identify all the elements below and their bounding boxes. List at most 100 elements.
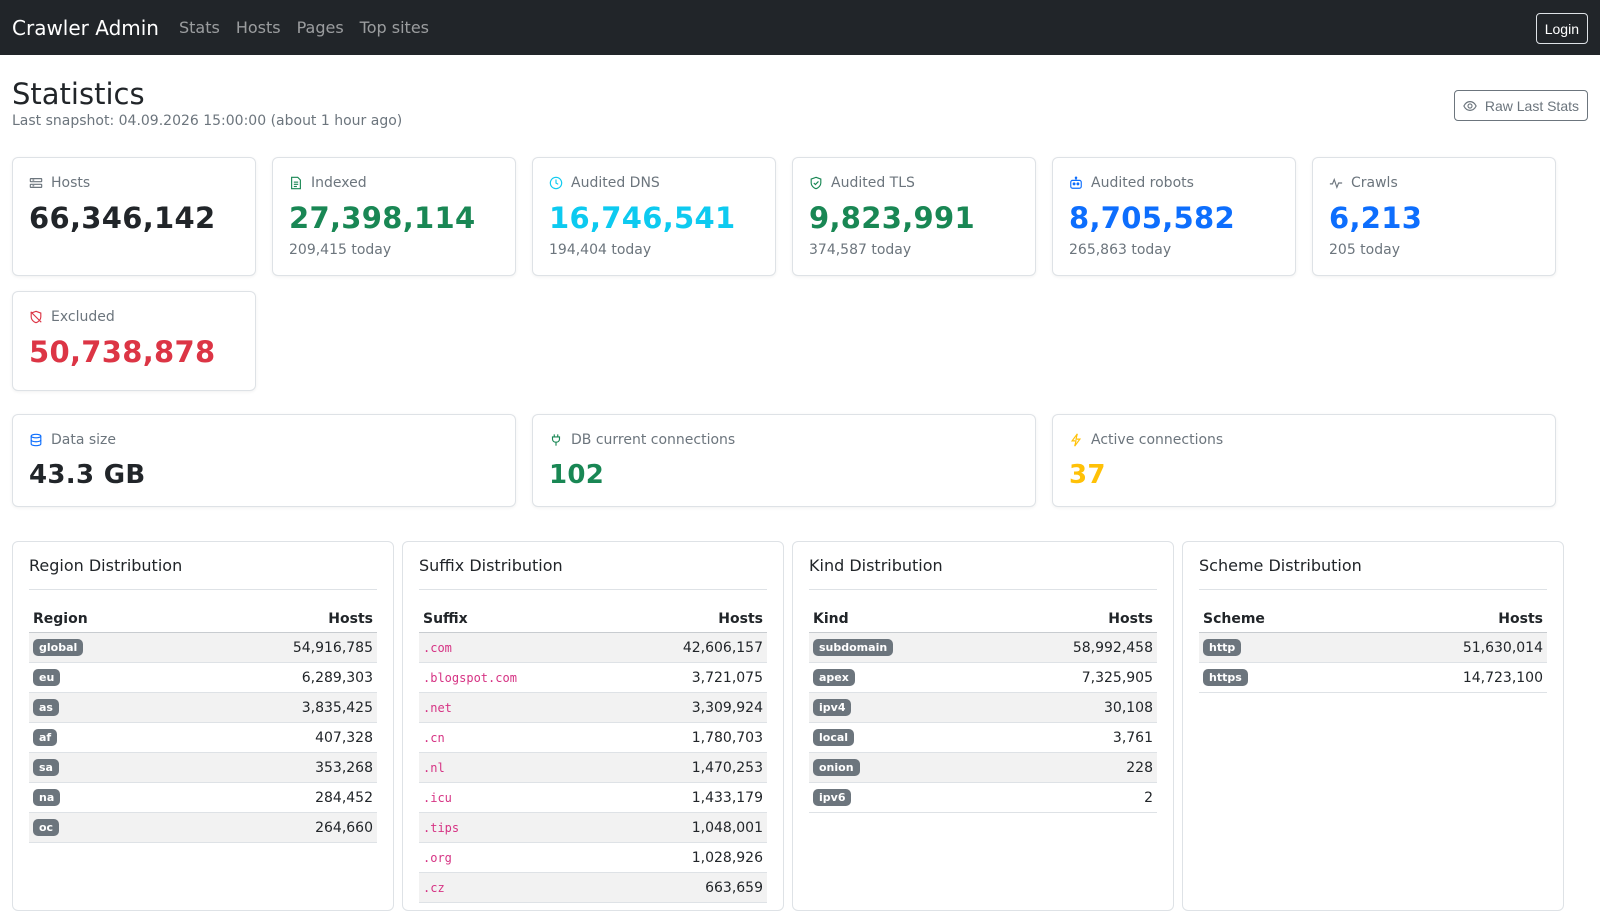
column-header[interactable]: Hosts	[173, 604, 377, 633]
nav-link-pages[interactable]: Pages	[296, 18, 344, 37]
stat-card-crawls: Crawls 6,213 205 today	[1312, 157, 1556, 276]
nav-link-stats[interactable]: Stats	[178, 18, 220, 37]
key-cell: subdomain	[809, 632, 983, 663]
column-header[interactable]: Region	[29, 604, 174, 633]
region-badge: af	[33, 729, 58, 746]
region-badge: na	[33, 789, 61, 806]
top-navbar: Crawler Admin Stats Hosts Pages Top site…	[0, 0, 1600, 55]
key-cell: global	[29, 632, 174, 663]
hosts-cell: 228	[983, 752, 1157, 783]
hosts-cell: 51,630,014	[1352, 632, 1547, 663]
key-cell: .tips	[419, 812, 606, 843]
table-row: sa 353,268	[29, 752, 377, 783]
server-icon	[29, 176, 43, 190]
raw-last-stats-button[interactable]: Raw Last Stats	[1453, 90, 1588, 121]
stat-label-row: Data size	[29, 431, 499, 449]
key-cell: as	[29, 692, 174, 723]
suffix-code: .tips	[423, 820, 460, 835]
table-row: na 284,452	[29, 782, 377, 813]
key-cell: http	[1199, 632, 1353, 663]
hosts-cell: 663,659	[605, 872, 767, 903]
region-table: Region Hosts global 54,916,785 eu 6,289,303 as…	[29, 604, 377, 843]
column-header[interactable]: Scheme	[1199, 604, 1353, 633]
region-badge: eu	[33, 669, 61, 686]
stat-value: 37	[1069, 460, 1106, 490]
column-header[interactable]: Suffix	[419, 604, 606, 633]
hosts-cell: 42,606,157	[605, 632, 767, 663]
table-header-row: Region Hosts	[29, 604, 377, 633]
stat-label-row: Indexed	[289, 174, 499, 192]
system-card-active-connections: Active connections 37	[1052, 414, 1556, 507]
key-cell: eu	[29, 662, 174, 693]
stat-label: Excluded	[51, 309, 115, 325]
stat-label-row: Audited robots	[1069, 174, 1279, 192]
nav-link-top-sites[interactable]: Top sites	[359, 18, 429, 37]
clock-icon	[549, 176, 563, 190]
card-title: Kind Distribution	[809, 556, 1157, 590]
raw-last-stats-label: Raw Last Stats	[1484, 97, 1579, 114]
stat-label: Audited robots	[1091, 175, 1194, 191]
stat-label: Crawls	[1351, 175, 1398, 191]
stat-value: 9,823,991	[809, 201, 975, 235]
key-cell: na	[29, 782, 174, 813]
robot-icon	[1069, 176, 1083, 190]
column-header[interactable]: Hosts	[983, 604, 1157, 633]
key-cell: .icu	[419, 782, 606, 813]
hosts-cell: 3,721,075	[605, 662, 767, 693]
suffix-code: .icu	[423, 790, 452, 805]
suffix-code: .cn	[423, 730, 445, 745]
stat-today: 205 today	[1329, 242, 1400, 258]
stat-label: DB current connections	[571, 432, 736, 448]
stat-label: Data size	[51, 432, 117, 448]
kind-badge: subdomain	[813, 639, 894, 656]
suffix-code: .nl	[423, 760, 445, 775]
table-row: https 14,723,100	[1199, 662, 1547, 693]
kind-table: Kind Hosts subdomain 58,992,458 apex 7,325,90…	[809, 604, 1157, 813]
column-header[interactable]: Hosts	[605, 604, 767, 633]
suffix-distribution-card: Suffix Distribution Suffix Hosts .com 42,606…	[402, 541, 784, 911]
table-row: .net 3,309,924	[419, 692, 767, 723]
stat-label-row: Excluded	[29, 308, 239, 326]
table-row: oc 264,660	[29, 812, 377, 843]
column-header[interactable]: Hosts	[1352, 604, 1547, 633]
table-row: .blogspot.com 3,721,075	[419, 662, 767, 693]
hosts-cell: 1,048,001	[605, 812, 767, 843]
stat-value: 43.3 GB	[29, 460, 146, 490]
suffix-table: Suffix Hosts .com 42,606,157 .blogspot.com 3,…	[419, 604, 767, 903]
hosts-cell: 1,470,253	[605, 752, 767, 783]
stat-today: 209,415 today	[289, 242, 392, 258]
shield-check-icon	[809, 176, 823, 190]
stat-value: 27,398,114	[289, 201, 476, 235]
kind-badge: ipv6	[813, 789, 852, 806]
suffix-code: .com	[423, 640, 452, 655]
table-row: as 3,835,425	[29, 692, 377, 723]
column-header[interactable]: Kind	[809, 604, 983, 633]
login-button[interactable]: Login	[1535, 13, 1588, 44]
hosts-cell: 407,328	[173, 722, 377, 753]
stat-label: Audited TLS	[831, 175, 915, 191]
kind-badge: onion	[813, 759, 860, 776]
table-row: .tips 1,048,001	[419, 812, 767, 843]
stat-card-hosts: Hosts 66,346,142	[12, 157, 256, 276]
key-cell: .org	[419, 842, 606, 873]
table-row: local 3,761	[809, 722, 1157, 753]
key-cell: .cz	[419, 872, 606, 903]
hosts-cell: 30,108	[983, 692, 1157, 723]
suffix-code: .blogspot.com	[423, 670, 517, 685]
suffix-code: .net	[423, 700, 452, 715]
region-badge: global	[33, 639, 84, 656]
table-row: .com 42,606,157	[419, 632, 767, 663]
kind-distribution-card: Kind Distribution Kind Hosts subdomain 58,99…	[792, 541, 1174, 911]
region-distribution-card: Region Distribution Region Hosts global 54,9…	[12, 541, 394, 911]
scheme-table: Scheme Hosts http 51,630,014 https 14,723,100	[1199, 604, 1547, 693]
shield-slash-icon	[29, 310, 43, 324]
hosts-cell: 7,325,905	[983, 662, 1157, 693]
region-badge: as	[33, 699, 59, 716]
stat-label-row: Crawls	[1329, 174, 1539, 192]
system-card-db-current-connections: DB current connections 102	[532, 414, 1036, 507]
stat-card-excluded: Excluded 50,738,878	[12, 291, 256, 391]
brand-logo[interactable]: Crawler Admin	[12, 15, 159, 40]
nav-link-hosts[interactable]: Hosts	[235, 18, 281, 37]
stat-label-row: Hosts	[29, 174, 239, 192]
hosts-cell: 1,780,703	[605, 722, 767, 753]
